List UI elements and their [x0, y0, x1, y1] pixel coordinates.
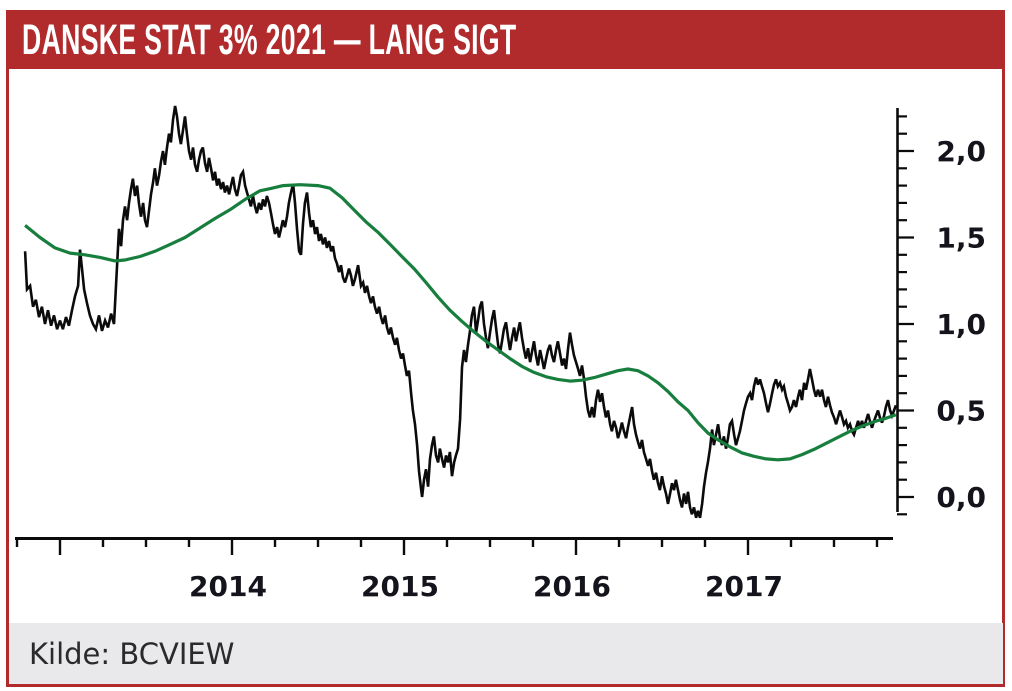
y-axis-label-0,5: 0,5 — [936, 395, 986, 428]
x-axis-label-2016: 2016 — [533, 570, 611, 603]
y-axis-label-1,0: 1,0 — [936, 308, 986, 341]
moving-average-line — [24, 183, 897, 462]
y-axis: 0,0 0,5 1,0 1,5 2,0 — [896, 108, 986, 516]
source-bar: Kilde: BCVIEW — [9, 623, 1003, 684]
x-axis: 2014 2015 2016 2017 — [15, 537, 893, 603]
x-axis-label-2017: 2017 — [705, 570, 783, 603]
x-axis-label-2014: 2014 — [189, 570, 267, 603]
title-bar: DANSKE STAT 3% 2021 — LANG SIGT — [9, 12, 1002, 69]
x-axis-label-2015: 2015 — [361, 570, 439, 603]
y-axis-label-0,0: 0,0 — [936, 481, 986, 514]
source-label: Kilde: BCVIEW — [29, 636, 235, 671]
price-line — [23, 105, 898, 519]
outer-border — [6, 10, 1005, 687]
y-axis-label-2,0: 2,0 — [936, 135, 986, 168]
chart-title: DANSKE STAT 3% 2021 — LANG SIGT — [22, 16, 517, 64]
y-axis-label-1,5: 1,5 — [936, 222, 986, 255]
